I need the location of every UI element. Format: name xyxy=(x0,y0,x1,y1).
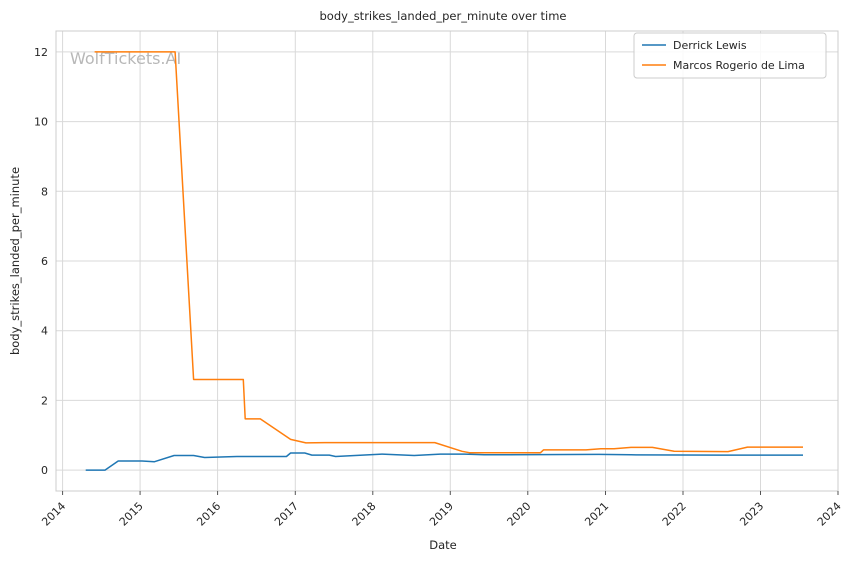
legend-box xyxy=(633,32,827,79)
x-tick-label: 2015 xyxy=(117,500,146,529)
series-line-derrick-lewis xyxy=(85,452,803,471)
x-tick-label: 2018 xyxy=(350,500,379,529)
y-tick-label: 0 xyxy=(41,464,48,477)
y-tick-label: 8 xyxy=(41,185,48,198)
series-line-marcos-rogerio-de-lima xyxy=(94,51,803,454)
legend-label-derrick-lewis: Derrick Lewis xyxy=(673,39,747,52)
watermark: WolfTickets.AI xyxy=(70,49,181,68)
y-axis-label: body_strikes_landed_per_minute xyxy=(8,167,22,355)
x-tick-label: 2023 xyxy=(737,500,766,529)
x-tick-label: 2020 xyxy=(505,500,534,529)
x-tick-label: 2021 xyxy=(582,500,611,529)
x-tick-label: 2016 xyxy=(194,500,223,529)
y-tick-label: 2 xyxy=(41,394,48,407)
x-axis: 2014 2015 2016 2017 2018 2019 2020 2021 2022 2023… xyxy=(39,491,844,529)
y-tick-label: 6 xyxy=(41,255,48,268)
x-tick-label: 2024 xyxy=(815,500,844,529)
y-axis: 0 2 4 6 8 10 12 xyxy=(34,46,48,477)
y-tick-label: 4 xyxy=(41,325,48,338)
x-tick-label: 2019 xyxy=(427,500,456,529)
y-tick-label: 12 xyxy=(34,46,48,59)
x-axis-label: Date xyxy=(429,538,457,552)
y-tick-label: 10 xyxy=(34,116,48,129)
grid xyxy=(56,31,839,491)
legend: Derrick Lewis Marcos Rogerio de Lima xyxy=(633,32,827,79)
x-tick-label: 2022 xyxy=(660,500,689,529)
chart-title: body_strikes_landed_per_minute over time xyxy=(320,9,567,23)
series-layer xyxy=(85,51,803,471)
legend-label-marcos-rogerio-de-lima: Marcos Rogerio de Lima xyxy=(673,59,805,72)
plot-frame xyxy=(55,30,839,492)
x-tick-label: 2017 xyxy=(272,500,301,529)
x-tick-label: 2014 xyxy=(39,500,68,529)
